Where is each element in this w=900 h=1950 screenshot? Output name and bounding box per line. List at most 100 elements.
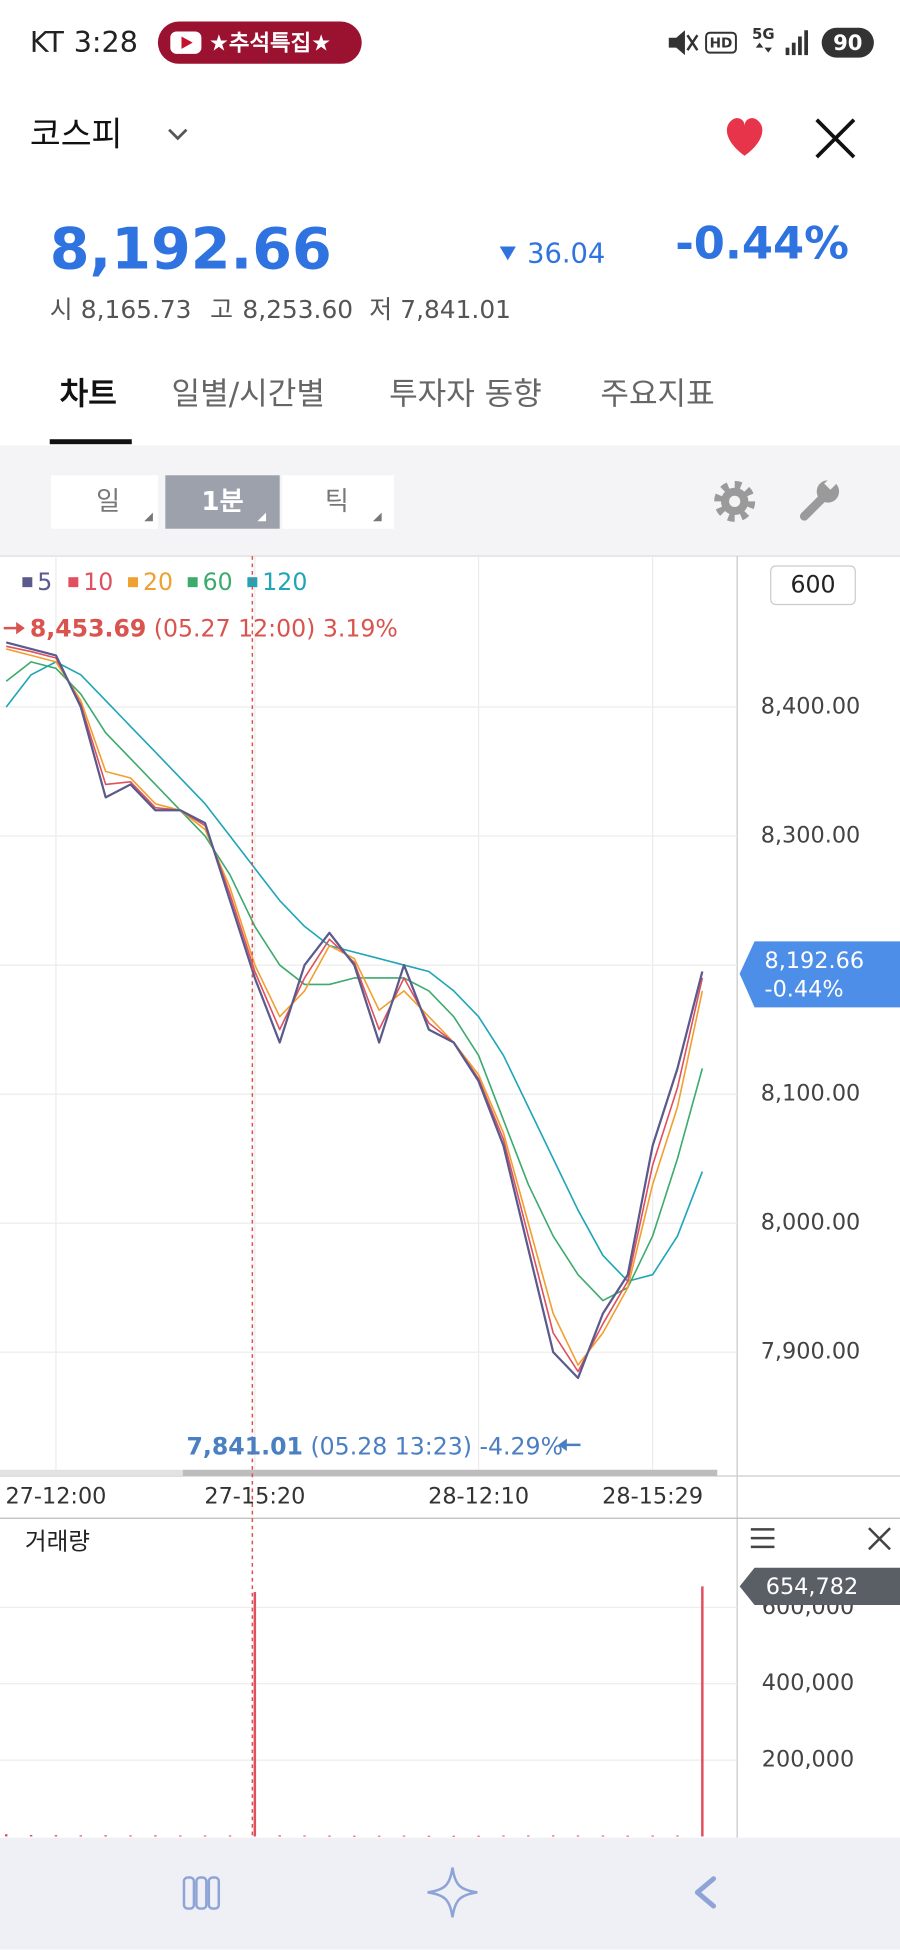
value-label: 654,782 [766, 1574, 858, 1600]
volume-bar [278, 1835, 281, 1837]
hd-text: HD [710, 35, 733, 51]
volume-bar [104, 1835, 107, 1837]
battery-text: 90 [833, 30, 862, 55]
tab[interactable]: 일별/시간별 [172, 377, 325, 413]
value-tag [739, 1567, 900, 1606]
last-price: 8,192.66 [765, 948, 865, 974]
legend-swatch [22, 577, 33, 588]
last-change: -0.44% [765, 976, 844, 1002]
volume-bar [551, 1835, 555, 1837]
volume-bar [377, 1835, 381, 1837]
nav-home[interactable] [427, 1867, 478, 1918]
volume-bar [29, 1834, 33, 1837]
close-button[interactable] [815, 118, 856, 159]
volume-bar [179, 1835, 182, 1837]
high-label: 고 [210, 295, 233, 324]
carrier: KT [30, 25, 65, 59]
tab[interactable]: 차트 [60, 377, 117, 413]
title-chevron[interactable] [168, 128, 188, 141]
interval-corner-marks [144, 512, 382, 522]
volume-menu-button[interactable] [750, 1528, 775, 1549]
volume-bar [701, 1586, 704, 1837]
series-line [5, 641, 704, 1380]
tab[interactable]: 투자자 동향 [389, 377, 542, 413]
x-tick-label: 28-12:10 [428, 1484, 529, 1510]
series-line [5, 661, 704, 1302]
volume-bar [527, 1835, 530, 1837]
hd-box [705, 31, 737, 54]
low-note-detail: (05.28 13:23) -4.29% [310, 1432, 563, 1460]
youtube-play [181, 36, 193, 49]
y-tick-label: 400,000 [762, 1670, 854, 1696]
interval-label: 일 [96, 487, 120, 517]
period-box[interactable] [770, 565, 856, 606]
last-price-tag [739, 941, 900, 1008]
volume-bar [427, 1835, 431, 1837]
volume-bar [477, 1835, 480, 1837]
interval-label: 1분 [201, 487, 243, 517]
y-tick-label: 8,300.00 [761, 823, 861, 849]
volume-bar [203, 1835, 207, 1837]
mute-icon [668, 30, 699, 56]
low-note-price: 7,841.01 [186, 1432, 303, 1460]
price-change-pct: -0.44% [675, 217, 849, 270]
high-note: 8,453.69 (05.27 12:00) 3.19% [30, 614, 398, 642]
scroll-track [0, 1469, 183, 1476]
y-tick-label: 8,000.00 [761, 1210, 861, 1236]
clock: 3:28 [74, 25, 138, 59]
volume-bar [502, 1835, 505, 1837]
x-tick-label: 27-12:00 [5, 1484, 106, 1510]
volume-bar [79, 1835, 83, 1837]
nav-recent[interactable] [182, 1876, 221, 1910]
legend-label: 10 [83, 568, 113, 596]
series-line [5, 661, 704, 1282]
volume-bar [154, 1835, 157, 1837]
volume-bar [4, 1834, 8, 1837]
period-value: 600 [790, 570, 835, 598]
volume-bar [576, 1835, 580, 1837]
low-label: 저 [369, 295, 392, 324]
volume-bar [129, 1835, 132, 1837]
scroll-thumb[interactable] [182, 1469, 718, 1476]
nav-back[interactable] [694, 1876, 717, 1909]
legend-swatch [187, 577, 198, 588]
tab[interactable]: 주요지표 [600, 377, 714, 413]
low-value: 7,841.01 [400, 295, 511, 324]
status-text: KT 3:28 [30, 25, 138, 59]
volume-bar [353, 1835, 356, 1837]
volume-bar [676, 1835, 679, 1837]
network-text: 5G [752, 25, 775, 43]
legend-swatch [68, 577, 79, 588]
page-title[interactable]: 코스피 [30, 114, 123, 153]
open-label: 시 [50, 295, 73, 324]
open-value: 8,165.73 [81, 295, 192, 324]
legend-label: 20 [143, 568, 173, 596]
volume-bar [402, 1835, 406, 1837]
y-tick-label: 200,000 [762, 1747, 854, 1773]
tools-button[interactable] [799, 475, 840, 521]
volume-bar [601, 1835, 605, 1837]
y-tick-label: 7,900.00 [761, 1339, 861, 1365]
high-arrow [3, 621, 25, 635]
volume-close-button[interactable] [868, 1527, 891, 1551]
volume-bar [452, 1835, 455, 1837]
nav-bar [0, 1837, 900, 1950]
volume-bar [328, 1835, 331, 1837]
current-price: 8,192.66 [50, 216, 332, 282]
interval-button[interactable] [50, 475, 158, 529]
battery-pill [821, 27, 874, 58]
y-tick-label: 8,400.00 [761, 694, 861, 720]
volume-bar [651, 1835, 654, 1837]
legend-label: 5 [37, 568, 52, 596]
legend-label: 60 [203, 568, 233, 596]
favorite-button[interactable] [726, 118, 763, 156]
volume-title: 거래량 [25, 1528, 90, 1556]
badge-pill[interactable] [157, 21, 362, 64]
low-arrow [558, 1438, 581, 1452]
x-tick-label: 28-15:29 [602, 1484, 703, 1510]
interval-label: 틱 [325, 487, 349, 517]
volume-bar [54, 1835, 58, 1837]
settings-button[interactable] [714, 480, 756, 522]
x-tick-label: 27-15:20 [204, 1484, 305, 1510]
